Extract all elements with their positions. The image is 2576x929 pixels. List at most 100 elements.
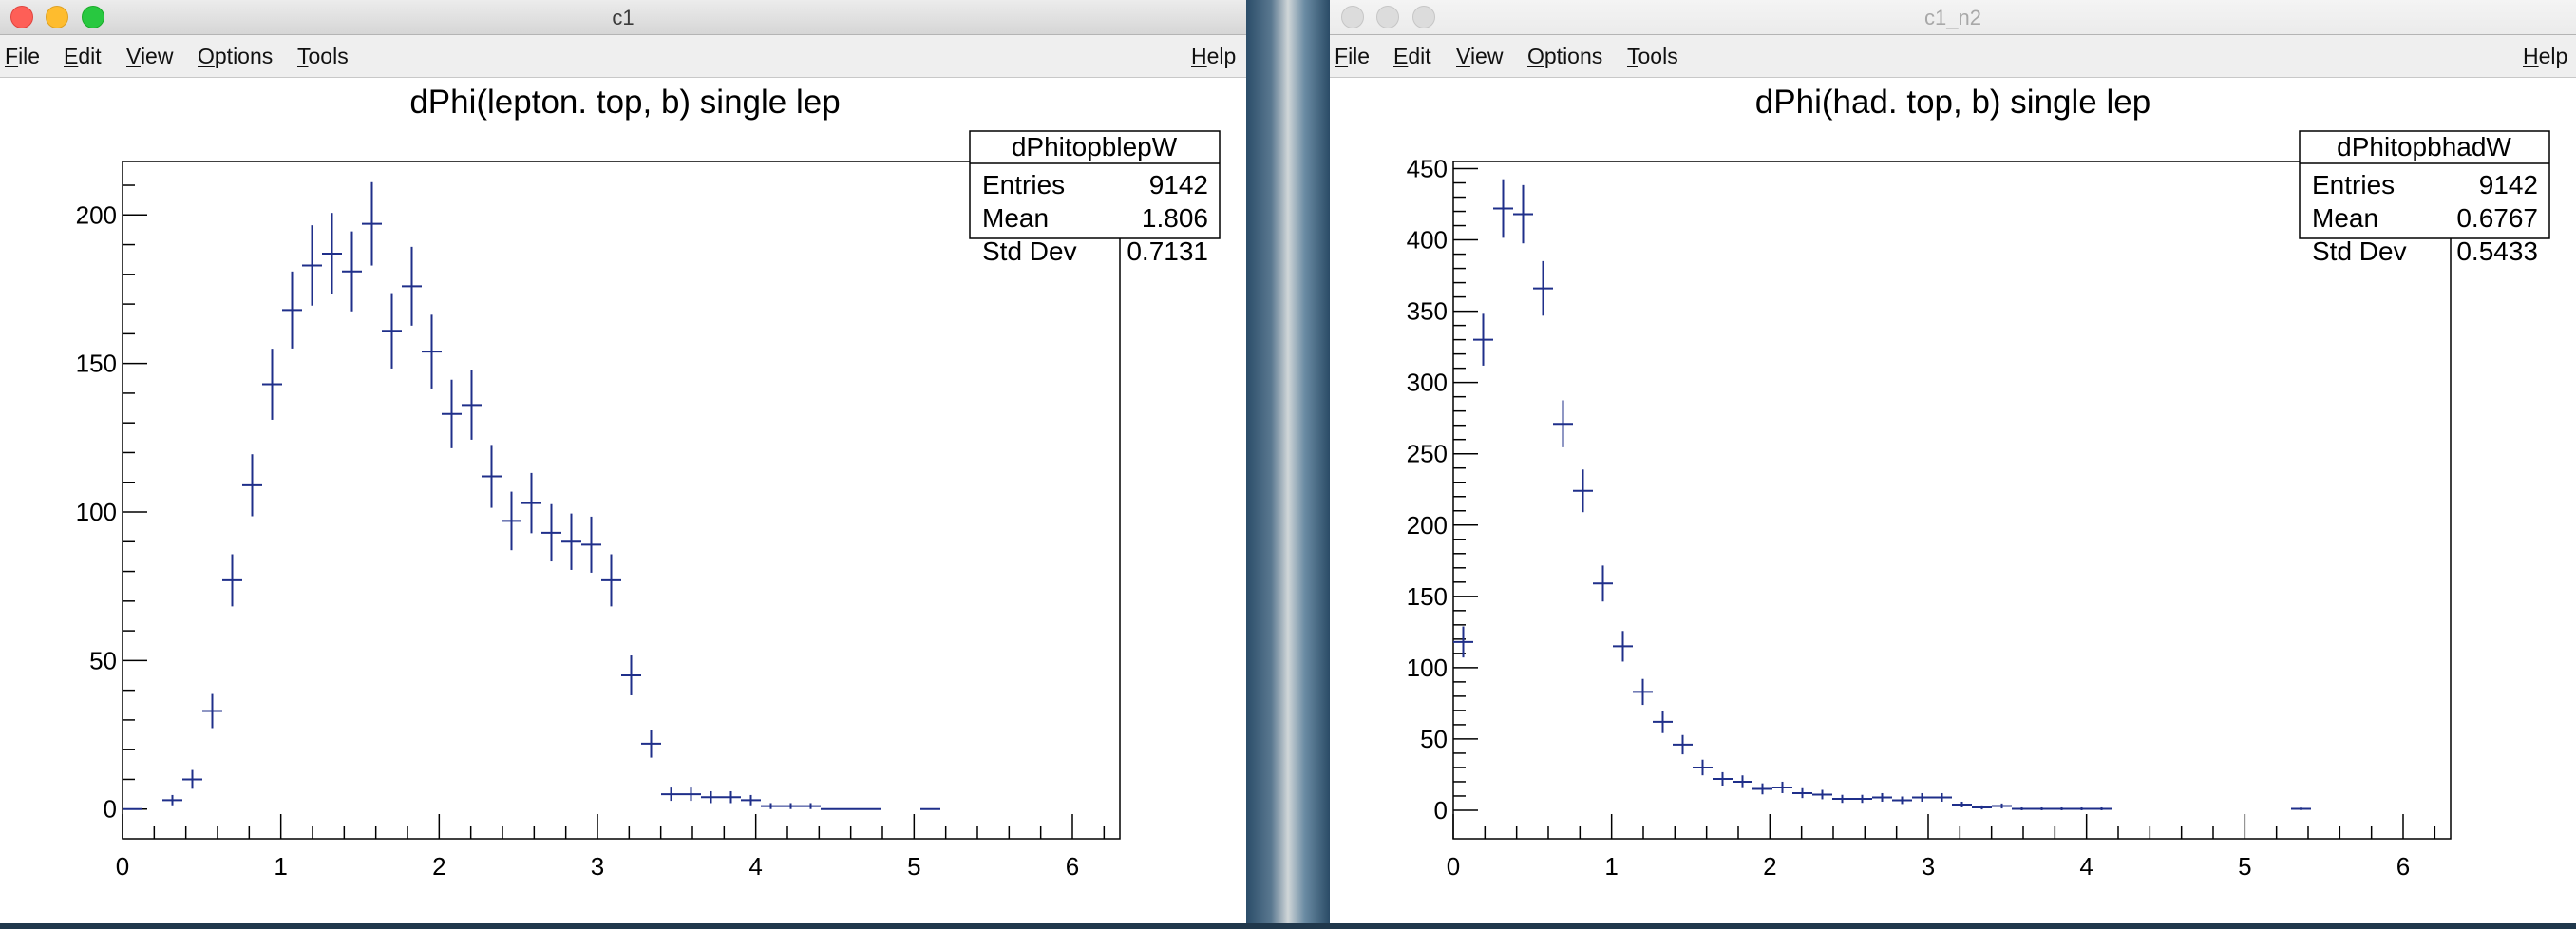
data-point xyxy=(661,787,681,802)
y-tick-label: 50 xyxy=(89,646,117,674)
menu-bar: File Edit View Options Tools Help xyxy=(1330,35,2576,78)
plot-canvas[interactable]: dPhi(had. top, b) single lep 05010015020… xyxy=(1330,78,2576,923)
menu-options[interactable]: Options xyxy=(1527,44,1603,68)
stats-std-label: Std Dev xyxy=(2312,237,2407,266)
data-point xyxy=(1633,678,1653,706)
data-point xyxy=(1593,565,1613,602)
data-point xyxy=(2092,806,2112,810)
close-button[interactable] xyxy=(1341,6,1364,28)
data-point xyxy=(1673,734,1693,755)
data-point xyxy=(2072,806,2092,810)
data-point xyxy=(601,554,621,607)
x-tick-label: 6 xyxy=(1066,852,1079,881)
stats-histogram-name: dPhitopblepW xyxy=(1012,132,1178,161)
menu-edit[interactable]: Edit xyxy=(1393,44,1431,68)
y-tick-label: 150 xyxy=(1407,582,1448,611)
data-point xyxy=(521,472,541,534)
menu-bar: File Edit View Options Tools Help xyxy=(0,35,1246,78)
x-tick-label: 2 xyxy=(1763,852,1776,881)
stats-box[interactable]: dPhitopbhadW Entries 9142 Mean 0.6767 St… xyxy=(2299,130,2550,266)
window-title: c1 xyxy=(612,6,635,29)
x-tick-label: 3 xyxy=(1922,852,1935,881)
data-point xyxy=(382,293,402,369)
data-point xyxy=(322,213,342,294)
y-tick-label: 100 xyxy=(76,498,117,526)
data-point xyxy=(641,730,661,758)
zoom-button[interactable] xyxy=(82,6,104,28)
data-point xyxy=(1952,801,1972,807)
data-point xyxy=(482,445,502,508)
menu-help[interactable]: Help xyxy=(2523,44,2568,68)
data-point xyxy=(1473,313,1493,366)
data-point xyxy=(302,225,322,306)
stats-mean-label: Mean xyxy=(2312,203,2378,233)
data-point xyxy=(621,655,641,695)
stats-entries-value: 9142 xyxy=(1149,170,1208,199)
data-point xyxy=(1533,260,1553,316)
menu-view[interactable]: View xyxy=(1456,44,1504,68)
data-point xyxy=(2052,806,2072,810)
data-point xyxy=(502,491,521,551)
menu-tools[interactable]: Tools xyxy=(297,44,349,68)
data-point xyxy=(1513,184,1533,244)
menu-view[interactable]: View xyxy=(126,44,174,68)
zoom-button[interactable] xyxy=(1412,6,1435,28)
data-point xyxy=(422,314,442,389)
window-title: c1_n2 xyxy=(1924,6,1981,29)
menu-file[interactable]: File xyxy=(5,44,41,68)
y-tick-label: 0 xyxy=(1434,796,1448,825)
data-point xyxy=(541,503,561,562)
menu-file[interactable]: File xyxy=(1335,44,1371,68)
minimize-button[interactable] xyxy=(46,6,68,28)
data-point xyxy=(1992,803,2012,809)
y-tick-label: 250 xyxy=(1407,440,1448,468)
data-point xyxy=(242,454,262,517)
x-tick-label: 5 xyxy=(907,852,920,881)
menu-tools[interactable]: Tools xyxy=(1627,44,1678,68)
data-point xyxy=(222,554,242,607)
x-tick-label: 3 xyxy=(591,852,604,881)
menu-edit[interactable]: Edit xyxy=(64,44,102,68)
stats-entries-label: Entries xyxy=(982,170,1065,199)
data-point xyxy=(1752,783,1772,795)
plot-canvas[interactable]: dPhi(lepton. top, b) single lep 05010015… xyxy=(0,78,1246,923)
title-bar[interactable]: c1_n2 xyxy=(1330,0,2576,35)
data-point xyxy=(1553,400,1573,447)
data-point xyxy=(442,379,462,448)
data-point xyxy=(2012,806,2032,810)
data-point xyxy=(701,790,721,804)
data-point xyxy=(162,794,182,806)
x-tick-label: 4 xyxy=(748,852,762,881)
data-point xyxy=(1573,469,1593,513)
data-points xyxy=(123,181,940,810)
desktop-background xyxy=(1246,0,1330,929)
data-point xyxy=(1792,787,1812,799)
data-point xyxy=(282,271,302,349)
stats-std-label: Std Dev xyxy=(982,237,1077,266)
data-point xyxy=(1812,789,1832,800)
title-bar[interactable]: c1 xyxy=(0,0,1246,35)
close-button[interactable] xyxy=(10,6,33,28)
data-point xyxy=(741,794,761,806)
data-point xyxy=(761,803,781,809)
y-tick-label: 200 xyxy=(76,200,117,229)
x-axis: 0 1 2 3 4 5 6 xyxy=(1447,814,2436,881)
chart-title: dPhi(lepton. top, b) single lep xyxy=(409,84,840,121)
data-point xyxy=(462,370,482,440)
y-tick-label: 0 xyxy=(104,795,117,824)
data-point xyxy=(262,349,282,420)
data-point xyxy=(561,513,581,570)
minimize-button[interactable] xyxy=(1376,6,1399,28)
data-point xyxy=(721,790,741,804)
data-point xyxy=(1972,805,1992,810)
menu-options[interactable]: Options xyxy=(198,44,274,68)
plot-frame xyxy=(1452,161,2452,840)
menu-help[interactable]: Help xyxy=(1191,44,1237,68)
stats-box[interactable]: dPhitopblepW Entries 9142 Mean 1.806 Std… xyxy=(969,130,1221,266)
data-point xyxy=(681,787,701,802)
data-point xyxy=(2291,806,2311,810)
stats-mean-label: Mean xyxy=(982,203,1049,233)
y-tick-label: 450 xyxy=(1407,155,1448,183)
x-tick-label: 5 xyxy=(2238,852,2251,881)
x-tick-label: 4 xyxy=(2079,852,2093,881)
